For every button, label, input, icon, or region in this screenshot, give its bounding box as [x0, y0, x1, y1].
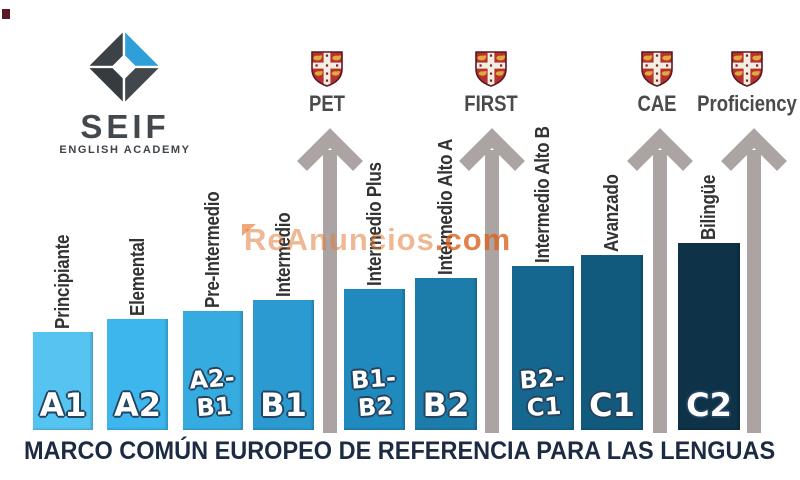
exam-label-first: FIRST	[464, 91, 518, 116]
cambridge-crest-icon	[311, 51, 343, 87]
exam-label-proficiency: Proficiency	[697, 91, 797, 116]
watermark: ReAnuncios.com	[242, 222, 512, 258]
cambridge-crest-icon	[731, 51, 763, 87]
bar-a2-b1: A2-B1	[183, 311, 243, 430]
logo-brand-text: SEIF	[80, 108, 170, 145]
diamond-logo-icon	[84, 28, 164, 106]
bar-level-label: C1	[589, 386, 635, 424]
watermark-tld: .com	[434, 222, 512, 257]
watermark-name: ReAnuncios	[244, 222, 435, 257]
bar-b2-c1: B2-C1	[512, 266, 574, 430]
bar-level-label: A2	[113, 386, 162, 424]
up-arrow-icon	[721, 128, 787, 433]
bar-level-label: B2-C1	[518, 363, 566, 423]
bar-a2: A2	[107, 319, 168, 430]
logo-subtitle-text: ENGLISH ACADEMY	[59, 144, 191, 156]
watermark-triangle-icon	[242, 224, 256, 236]
bar-level-label: B1	[260, 386, 307, 424]
exam-label-pet: PET	[309, 91, 345, 116]
category-label-7: Intermedio Alto B	[532, 126, 554, 264]
bar-level-label: B2	[422, 386, 470, 424]
bar-level-label: C2	[686, 386, 732, 424]
bar-level-label: B1-B2	[350, 363, 397, 423]
corner-artifact	[2, 9, 10, 19]
chart-title: MARCO COMÚN EUROPEO DE REFERENCIA PARA L…	[24, 437, 776, 465]
category-label-3: Pre-Intermedio	[202, 191, 224, 308]
up-arrow-icon	[627, 128, 693, 433]
exam-label-cae: CAE	[637, 91, 677, 116]
cambridge-crest-icon	[641, 51, 673, 87]
up-arrow-icon	[297, 128, 363, 433]
bar-b1: B1	[253, 300, 314, 430]
bar-level-label: A1	[39, 386, 87, 424]
category-label-9: Bilingüe	[698, 174, 720, 240]
bar-level-label: A2-B1	[188, 363, 236, 423]
up-arrow-icon	[459, 128, 525, 433]
bar-a1: A1	[33, 332, 93, 430]
bar-b2: B2	[415, 278, 477, 430]
bar-b1-b2: B1-B2	[344, 289, 405, 430]
category-label-2: Elemental	[126, 237, 149, 316]
bar-c1: C1	[581, 255, 643, 430]
cambridge-crest-icon	[475, 51, 507, 87]
seif-logo: SEIF ENGLISH ACADEMY	[40, 24, 210, 164]
bar-c2: C2	[678, 243, 740, 430]
category-label-8: Avanzado	[601, 174, 623, 252]
category-label-1: Principiante	[52, 234, 74, 329]
